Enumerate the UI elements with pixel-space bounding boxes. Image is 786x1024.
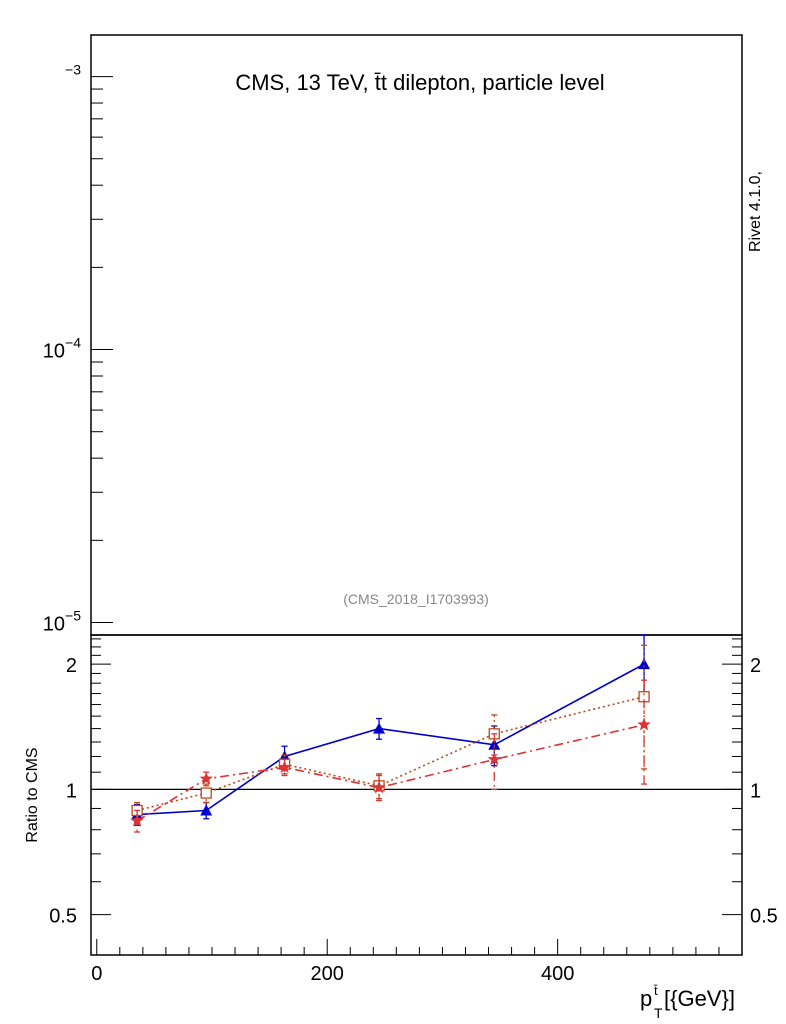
- x-axis-label-main: p: [640, 986, 652, 1011]
- x-tick-label: 0: [91, 963, 102, 985]
- y-tick-label-right: 1: [750, 780, 761, 802]
- series-0-line: [137, 663, 645, 816]
- series-0-point: [200, 804, 213, 816]
- x-axis-label: p t̄ T [{GeV}]: [640, 983, 735, 1021]
- series-1-line: [136, 695, 645, 812]
- y-tick-label-right: 0.5: [750, 906, 778, 928]
- x-axis-label-sup: t̄: [654, 983, 658, 998]
- series-1-point: [200, 787, 212, 799]
- y-tick-label: 1: [66, 780, 77, 802]
- series-0-point: [638, 658, 651, 670]
- x-tick-label: 200: [311, 963, 344, 985]
- y-axis-label: Ratio to CMS: [24, 747, 41, 842]
- y-tick-label: 2: [66, 655, 77, 677]
- series-2-line: [136, 724, 645, 822]
- x-tick-label: 400: [541, 963, 574, 985]
- x-axis-label-unit: [{GeV}]: [664, 986, 735, 1011]
- ratio-panel-frame: [90, 634, 743, 956]
- series-1: [131, 644, 650, 820]
- series-2-point: [637, 717, 651, 731]
- series-2: [130, 679, 651, 833]
- series-0-point: [488, 738, 501, 750]
- analysis-id-label: (CMS_2018_I1703993): [343, 591, 489, 607]
- x-axis-label-sub: T: [654, 1005, 663, 1021]
- series-0-point: [373, 722, 386, 734]
- ratio-axes: 0 200 400 0.5 0.5 1 1 2 2: [49, 638, 778, 985]
- plot-title: CMS, 13 TeV, t̄t dilepton, particle leve…: [235, 70, 604, 95]
- rivet-version-label: Rivet 4.1.0,: [747, 171, 764, 252]
- series-2-point: [487, 752, 501, 766]
- series-2-point: [277, 760, 292, 773]
- main-panel-frame: [90, 34, 743, 636]
- y-tick-label: 0.5: [49, 906, 77, 928]
- series-2-point: [372, 780, 386, 794]
- main-y-tick-label: −3: [65, 62, 81, 78]
- main-y-axis-ticks: −3 10−4 10−5: [43, 62, 113, 636]
- main-y-tick-label: 10−4: [43, 335, 81, 363]
- main-y-tick-label: 10−5: [43, 608, 81, 636]
- ratio-series-group: [130, 634, 651, 833]
- series-2-point: [130, 813, 144, 827]
- series-2-point: [199, 771, 213, 785]
- y-tick-label-right: 2: [750, 655, 761, 677]
